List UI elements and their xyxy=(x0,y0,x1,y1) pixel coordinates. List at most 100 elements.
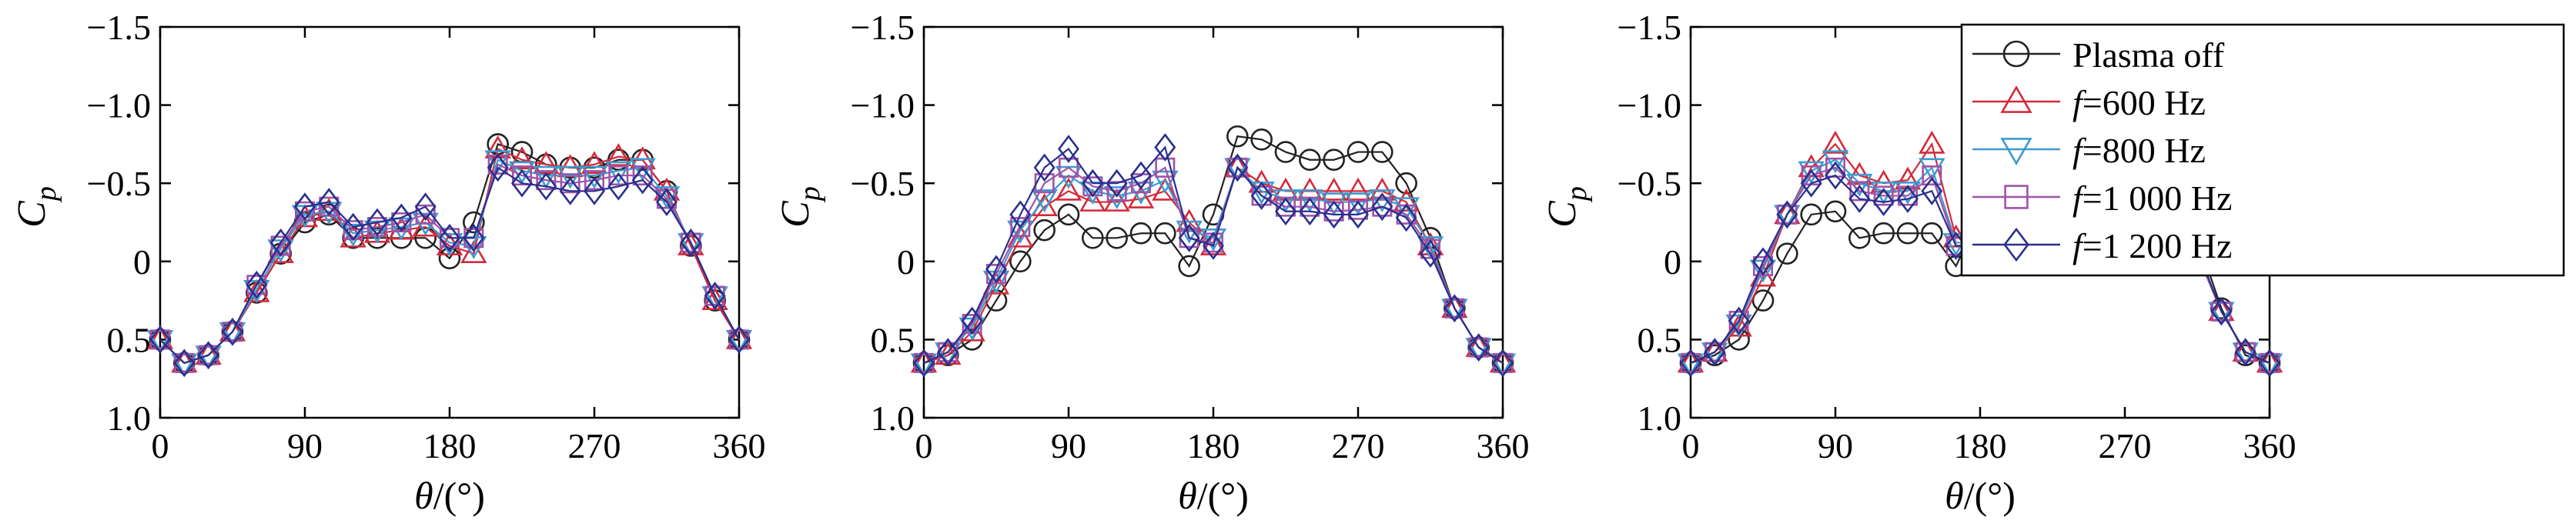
legend-label-text: Plasma off xyxy=(2073,35,2225,75)
y-tick-label: 0.5 xyxy=(107,320,152,359)
x-tick-label: 0 xyxy=(152,426,169,465)
data-point xyxy=(439,223,460,252)
data-point xyxy=(1009,200,1032,229)
data-point xyxy=(533,165,560,189)
x-tick-label: 0 xyxy=(915,426,933,465)
data-point xyxy=(1079,188,1106,212)
data-point xyxy=(388,217,415,241)
x-axis-unit: /(°) xyxy=(1197,474,1249,517)
legend-label: f=800 Hz xyxy=(2073,131,2206,170)
data-point xyxy=(535,172,557,201)
data-point xyxy=(1825,157,1846,178)
x-tick-label: 180 xyxy=(1187,426,1240,465)
legend-label: f=600 Hz xyxy=(2073,83,2206,122)
data-point xyxy=(1152,177,1179,201)
data-point xyxy=(1395,172,1417,195)
legend-label-text: =1 000 Hz xyxy=(2083,178,2233,218)
series-f1000 xyxy=(914,157,1514,373)
data-point xyxy=(607,172,630,201)
y-tick-label: −0.5 xyxy=(1618,164,1681,203)
x-tick-label: 90 xyxy=(1051,426,1086,465)
legend-label: Plasma off xyxy=(2073,35,2225,75)
x-tick-label: 90 xyxy=(1818,426,1853,465)
y-axis-symbol: C xyxy=(774,200,818,228)
data-point xyxy=(704,282,726,310)
data-point xyxy=(1393,197,1420,221)
data-point xyxy=(1848,185,1871,213)
data-point xyxy=(1870,182,1897,205)
data-point xyxy=(267,239,294,263)
series-line xyxy=(923,145,1504,364)
x-tick-label: 90 xyxy=(287,426,323,465)
legend-marker xyxy=(2003,227,2029,262)
data-point xyxy=(1057,203,1080,226)
series-line xyxy=(159,166,740,365)
x-axis-unit: /(°) xyxy=(433,474,485,517)
y-tick-label: 0 xyxy=(133,242,151,282)
data-point xyxy=(580,151,608,175)
data-point xyxy=(173,349,196,378)
legend-marker xyxy=(2004,185,2029,209)
data-point xyxy=(1347,200,1369,229)
data-point xyxy=(1776,242,1798,265)
x-tick-label: 360 xyxy=(1477,426,1530,465)
x-axis-label: θ/(°) xyxy=(414,474,485,517)
data-point xyxy=(1872,222,1895,245)
data-point xyxy=(1752,247,1774,276)
legend-entry-f800: f=800 Hz xyxy=(1972,131,2206,170)
data-point xyxy=(584,170,604,191)
series-f1200 xyxy=(913,133,1514,378)
data-point xyxy=(1299,197,1321,226)
data-point xyxy=(1082,227,1104,249)
data-point xyxy=(1034,173,1055,194)
data-point xyxy=(1272,189,1300,213)
data-point xyxy=(487,153,509,182)
data-point xyxy=(1082,168,1104,198)
data-point xyxy=(1250,128,1273,151)
data-point xyxy=(1444,294,1466,323)
legend-entry-off: Plasma off xyxy=(1972,35,2225,75)
data-point xyxy=(1275,197,1296,226)
data-point xyxy=(605,161,632,185)
data-point xyxy=(629,158,656,182)
data-point xyxy=(1921,222,1943,245)
data-point xyxy=(222,317,243,346)
data-point xyxy=(1873,185,1894,206)
data-point xyxy=(438,247,461,270)
data-point xyxy=(1344,177,1372,201)
y-tick-label: −1.5 xyxy=(87,8,151,47)
data-point xyxy=(656,188,677,216)
x-axis-symbol: θ xyxy=(1178,474,1197,517)
series-line xyxy=(923,135,1504,364)
data-point xyxy=(728,325,750,354)
data-point xyxy=(1178,223,1200,252)
data-point xyxy=(415,204,436,225)
legend-label-text: =1 200 Hz xyxy=(2083,226,2233,265)
panel-2: 0 90 180 270 360 −1.5 −1.0 −0.5 0 0.5 1.0 θ/(°) Cp xyxy=(774,8,1530,517)
x-axis-label: θ/(°) xyxy=(1945,474,2016,517)
data-point xyxy=(1106,227,1128,249)
y-tick-label: 1.0 xyxy=(107,399,152,438)
series-line xyxy=(159,163,740,365)
data-point xyxy=(414,192,437,222)
plot-frame xyxy=(159,25,741,419)
legend-entry-f600: f=600 Hz xyxy=(1972,83,2206,122)
series-line xyxy=(159,158,740,365)
legend: Plasma off f=600 Hz f=800 Hz f=1 000 Hz f=1 … xyxy=(1960,23,2565,277)
data-point xyxy=(1921,176,1943,205)
data-point xyxy=(1055,177,1082,201)
data-point xyxy=(1897,185,1919,213)
x-axis-unit: /(°) xyxy=(1964,474,2016,517)
data-point xyxy=(2234,338,2257,367)
x-tick-label: 270 xyxy=(1332,426,1385,465)
y-axis-label: Cp xyxy=(1541,186,1593,228)
data-point xyxy=(1226,153,1249,182)
x-tick-label: 270 xyxy=(2099,426,2152,465)
data-point xyxy=(1033,153,1055,182)
y-tick-label: 0 xyxy=(897,242,915,282)
data-point xyxy=(1009,250,1032,273)
data-point xyxy=(1822,150,1849,174)
data-point xyxy=(559,176,581,205)
data-point xyxy=(1800,168,1822,198)
data-point xyxy=(1393,188,1420,212)
